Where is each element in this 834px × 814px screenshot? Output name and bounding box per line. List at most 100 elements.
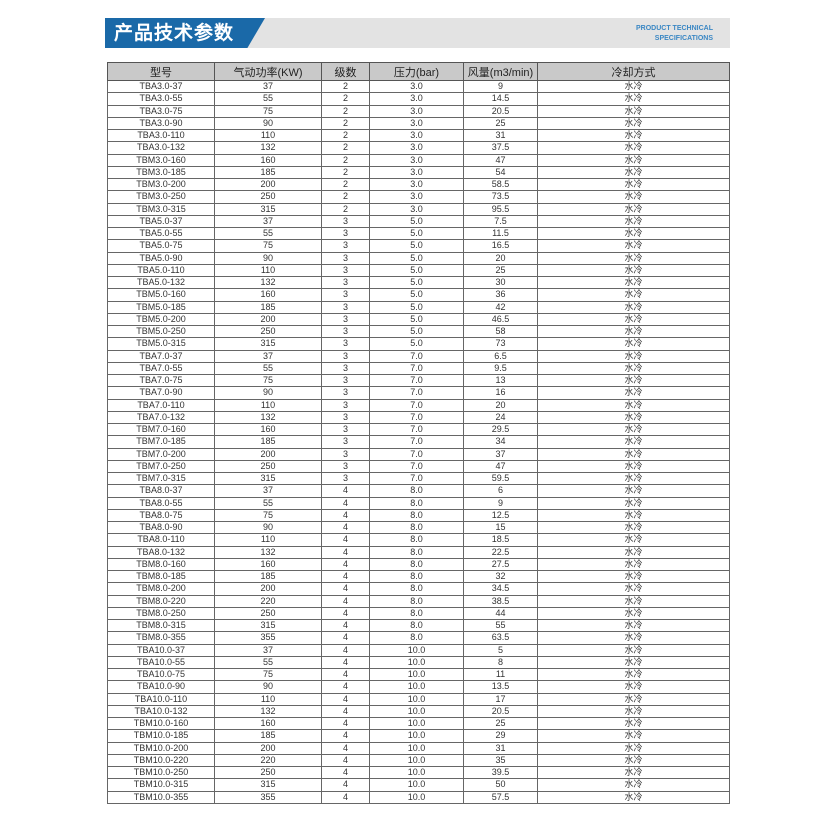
cell-model: TBA8.0-132 <box>107 545 215 559</box>
col-header-power: 气动功率(KW) <box>214 62 322 81</box>
cell-pressure: 10.0 <box>369 790 464 804</box>
cell-cooling: 水冷 <box>537 386 730 400</box>
cell-airflow: 58 <box>463 324 538 339</box>
cell-pressure: 5.0 <box>369 239 464 253</box>
cell-power: 220 <box>214 753 322 768</box>
cell-power: 355 <box>214 790 322 804</box>
cell-cooling: 水冷 <box>537 496 730 510</box>
cell-model: TBA8.0-75 <box>107 508 215 523</box>
cell-pressure: 10.0 <box>369 765 464 780</box>
table-row: TBA3.0-132 132 2 3.0 37.5 水冷 <box>107 141 730 155</box>
cell-model: TBA3.0-75 <box>107 104 215 118</box>
cell-pressure: 10.0 <box>369 655 464 670</box>
cell-pressure: 3.0 <box>369 202 464 216</box>
cell-model: TBM8.0-185 <box>107 569 215 584</box>
cell-stages: 4 <box>321 484 370 498</box>
col-header-airflow: 风量(m3/min) <box>463 62 538 81</box>
cell-model: TBA8.0-90 <box>107 520 215 535</box>
cell-airflow: 13.5 <box>463 680 538 694</box>
cell-pressure: 8.0 <box>369 582 464 596</box>
table-row: TBA10.0-75 75 4 10.0 11 水冷 <box>107 667 730 682</box>
cell-stages: 4 <box>321 533 370 547</box>
cell-airflow: 25 <box>463 716 538 731</box>
cell-pressure: 8.0 <box>369 545 464 559</box>
cell-model: TBA5.0-55 <box>107 226 215 241</box>
cell-cooling: 水冷 <box>537 361 730 376</box>
cell-cooling: 水冷 <box>537 226 730 241</box>
table-row: TBA7.0-75 75 3 7.0 13 水冷 <box>107 373 730 388</box>
cell-power: 90 <box>214 386 322 400</box>
table-row: TBA8.0-75 75 4 8.0 12.5 水冷 <box>107 508 730 523</box>
cell-cooling: 水冷 <box>537 165 730 180</box>
cell-power: 132 <box>214 410 322 425</box>
cell-power: 250 <box>214 765 322 780</box>
cell-cooling: 水冷 <box>537 422 730 437</box>
cell-model: TBM8.0-200 <box>107 582 215 596</box>
cell-cooling: 水冷 <box>537 251 730 265</box>
cell-cooling: 水冷 <box>537 116 730 131</box>
cell-pressure: 10.0 <box>369 643 464 657</box>
cell-pressure: 5.0 <box>369 263 464 278</box>
cell-airflow: 37.5 <box>463 141 538 155</box>
cell-power: 250 <box>214 606 322 621</box>
cell-airflow: 17 <box>463 692 538 706</box>
cell-cooling: 水冷 <box>537 790 730 804</box>
table-row: TBM8.0-200 200 4 8.0 34.5 水冷 <box>107 582 730 596</box>
cell-model: TBM7.0-250 <box>107 459 215 474</box>
cell-stages: 4 <box>321 729 370 743</box>
cell-model: TBA5.0-90 <box>107 251 215 265</box>
cell-stages: 2 <box>321 153 370 167</box>
cell-model: TBM10.0-220 <box>107 753 215 768</box>
cell-cooling: 水冷 <box>537 447 730 461</box>
table-row: TBM8.0-160 160 4 8.0 27.5 水冷 <box>107 557 730 572</box>
cell-cooling: 水冷 <box>537 92 730 106</box>
cell-pressure: 3.0 <box>369 92 464 106</box>
cell-stages: 4 <box>321 692 370 706</box>
cell-model: TBA10.0-90 <box>107 680 215 694</box>
cell-stages: 3 <box>321 300 370 314</box>
cell-cooling: 水冷 <box>537 324 730 339</box>
cell-stages: 4 <box>321 508 370 523</box>
cell-power: 55 <box>214 496 322 510</box>
cell-model: TBM8.0-160 <box>107 557 215 572</box>
cell-power: 132 <box>214 545 322 559</box>
cell-model: TBA3.0-55 <box>107 92 215 106</box>
cell-cooling: 水冷 <box>537 275 730 290</box>
cell-airflow: 35 <box>463 753 538 768</box>
cell-pressure: 10.0 <box>369 778 464 792</box>
cell-airflow: 13 <box>463 373 538 388</box>
cell-airflow: 47 <box>463 153 538 167</box>
cell-model: TBA3.0-110 <box>107 128 215 143</box>
cell-airflow: 57.5 <box>463 790 538 804</box>
cell-pressure: 5.0 <box>369 214 464 229</box>
cell-stages: 4 <box>321 790 370 804</box>
cell-pressure: 7.0 <box>369 471 464 486</box>
cell-pressure: 8.0 <box>369 557 464 572</box>
table-row: TBM3.0-250 250 2 3.0 73.5 水冷 <box>107 190 730 204</box>
cell-power: 315 <box>214 778 322 792</box>
cell-stages: 3 <box>321 214 370 229</box>
cell-power: 132 <box>214 141 322 155</box>
cell-power: 315 <box>214 618 322 633</box>
cell-airflow: 12.5 <box>463 508 538 523</box>
cell-model: TBA5.0-132 <box>107 275 215 290</box>
cell-model: TBM8.0-355 <box>107 631 215 645</box>
cell-cooling: 水冷 <box>537 190 730 204</box>
cell-stages: 3 <box>321 275 370 290</box>
cell-power: 315 <box>214 337 322 351</box>
cell-power: 90 <box>214 116 322 131</box>
table-row: TBA3.0-75 75 2 3.0 20.5 水冷 <box>107 104 730 118</box>
cell-airflow: 22.5 <box>463 545 538 559</box>
cell-pressure: 7.0 <box>369 349 464 363</box>
cell-stages: 2 <box>321 202 370 216</box>
table-row: TBA3.0-37 37 2 3.0 9 水冷 <box>107 79 730 94</box>
cell-pressure: 8.0 <box>369 508 464 523</box>
cell-cooling: 水冷 <box>537 741 730 755</box>
cell-stages: 3 <box>321 471 370 486</box>
cell-power: 75 <box>214 104 322 118</box>
col-header-pressure: 压力(bar) <box>369 62 464 81</box>
cell-model: TBA3.0-37 <box>107 79 215 94</box>
table-row: TBM8.0-220 220 4 8.0 38.5 水冷 <box>107 594 730 608</box>
cell-cooling: 水冷 <box>537 618 730 633</box>
cell-pressure: 10.0 <box>369 667 464 682</box>
